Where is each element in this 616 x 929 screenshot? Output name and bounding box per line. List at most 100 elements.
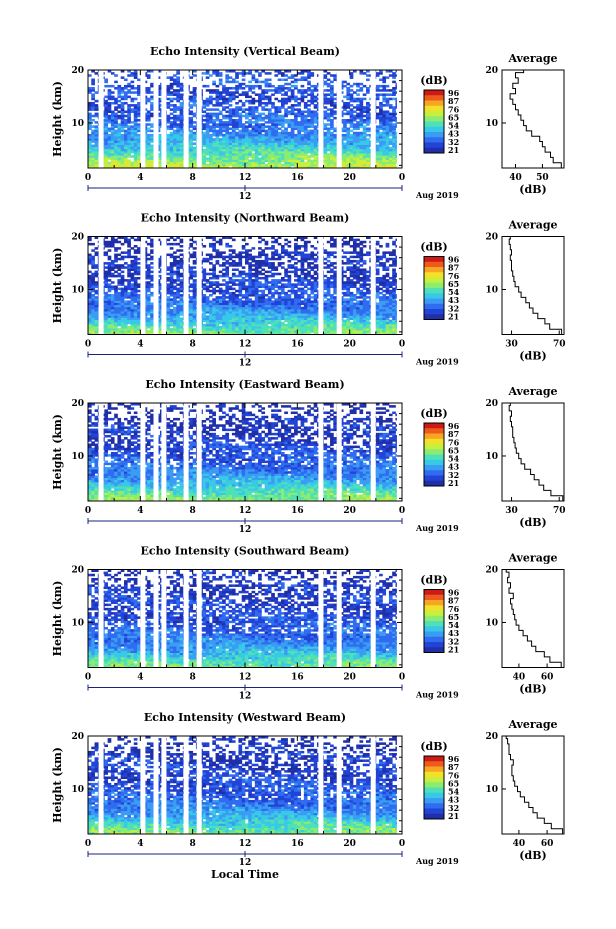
heatmap-cell [143,161,148,165]
heatmap-cell [117,89,122,92]
heatmap-cell [205,311,210,314]
heatmap-cell [362,125,367,128]
heatmap-cell [297,114,301,118]
heatmap-cell [235,121,239,124]
heatmap-cell [385,298,390,301]
heatmap-cell [88,325,92,329]
heatmap-cell [251,108,256,111]
heatmap-cell [323,127,328,131]
heatmap-cell [284,155,288,158]
heatmap-cell [225,123,230,126]
heatmap-cell [323,325,328,329]
heatmap-cell [94,146,99,150]
heatmap-cell [307,80,311,84]
heatmap-cell [366,110,370,114]
heatmap-cell [264,80,269,84]
heatmap-cell [375,136,380,139]
heatmap-cell [330,321,334,325]
heatmap-cell [143,165,148,169]
heatmap-cell [176,106,180,109]
heatmap-cell [88,87,92,90]
heatmap-cell [271,330,275,333]
heatmap-cell [359,148,364,152]
heatmap-cell [88,308,92,312]
heatmap-cell [166,119,171,122]
heatmap-cell [222,317,226,320]
heatmap-cell [225,106,230,109]
heatmap-cell [205,127,210,131]
heatmap-cell [248,101,252,105]
heatmap-cell [385,300,390,303]
heatmap-cell [300,144,305,148]
heatmap-cell [277,99,282,103]
heatmap-cell [133,159,138,163]
heatmap-cell [114,114,118,118]
heatmap-cell [362,296,367,299]
heatmap-cell [133,133,138,137]
heatmap-cell [254,116,259,120]
heatmap-cell [231,70,236,73]
heatmap-cell [212,123,216,126]
heatmap-cell [330,150,334,154]
heatmap-cell [127,114,131,118]
heatmap-cell [173,104,177,107]
heatmap-cell [173,161,177,165]
heatmap-cell [235,159,239,163]
heatmap-cell [297,72,301,75]
heatmap-cell [326,313,331,316]
heatmap-cell [143,136,148,139]
heatmap-cell [120,136,125,139]
heatmap-cell [228,91,233,94]
heatmap-cell [326,300,331,303]
heatmap-cell [300,328,305,331]
heatmap-cell [352,304,357,308]
heatmap-cell [258,125,262,128]
heatmap-cell [143,306,148,310]
heatmap-cell [104,80,109,84]
heatmap-cell [303,142,308,145]
heatmap-cell [362,153,367,156]
heatmap-cell [176,97,180,101]
heatmap-cell [261,144,266,148]
heatmap-cell [349,296,354,299]
heatmap-cell [343,306,347,310]
heatmap-cell [156,76,161,79]
heatmap-cell [235,84,239,88]
heatmap-cell [294,114,298,118]
heatmap-cell [258,157,262,160]
heatmap-cell [127,319,131,323]
heatmap-cell [91,136,95,139]
heatmap-cell [362,155,367,158]
heatmap-cell [222,144,226,148]
heatmap-cell [143,91,148,94]
heatmap-cell [114,146,118,150]
heatmap-cell [352,136,357,139]
heatmap-cell [218,163,223,167]
heatmap-cell [254,127,259,131]
heatmap-cell [192,97,197,101]
heatmap-cell [359,146,364,150]
heatmap-cell [388,313,393,316]
heatmap-cell [117,150,122,154]
heatmap-cell [173,144,177,148]
heatmap-cell [212,150,216,154]
heatmap-cell [150,136,154,139]
heatmap-cell [189,150,194,154]
heatmap-cell [137,93,141,96]
heatmap-cell [218,72,223,75]
heatmap-cell [297,319,301,323]
heatmap-cell [313,313,318,316]
heatmap-cell [267,95,272,99]
heatmap-cell [382,165,387,169]
heatmap-cell [215,89,220,92]
heatmap-cell [271,121,275,124]
heatmap-cell [349,306,354,310]
heatmap-cell [169,157,174,160]
heatmap-cell [290,311,295,314]
heatmap-cell [189,131,194,135]
heatmap-cell [215,74,220,77]
heatmap-cell [274,311,279,314]
heatmap-cell [366,104,370,107]
heatmap-cell [261,306,266,310]
heatmap-cell [150,321,154,325]
